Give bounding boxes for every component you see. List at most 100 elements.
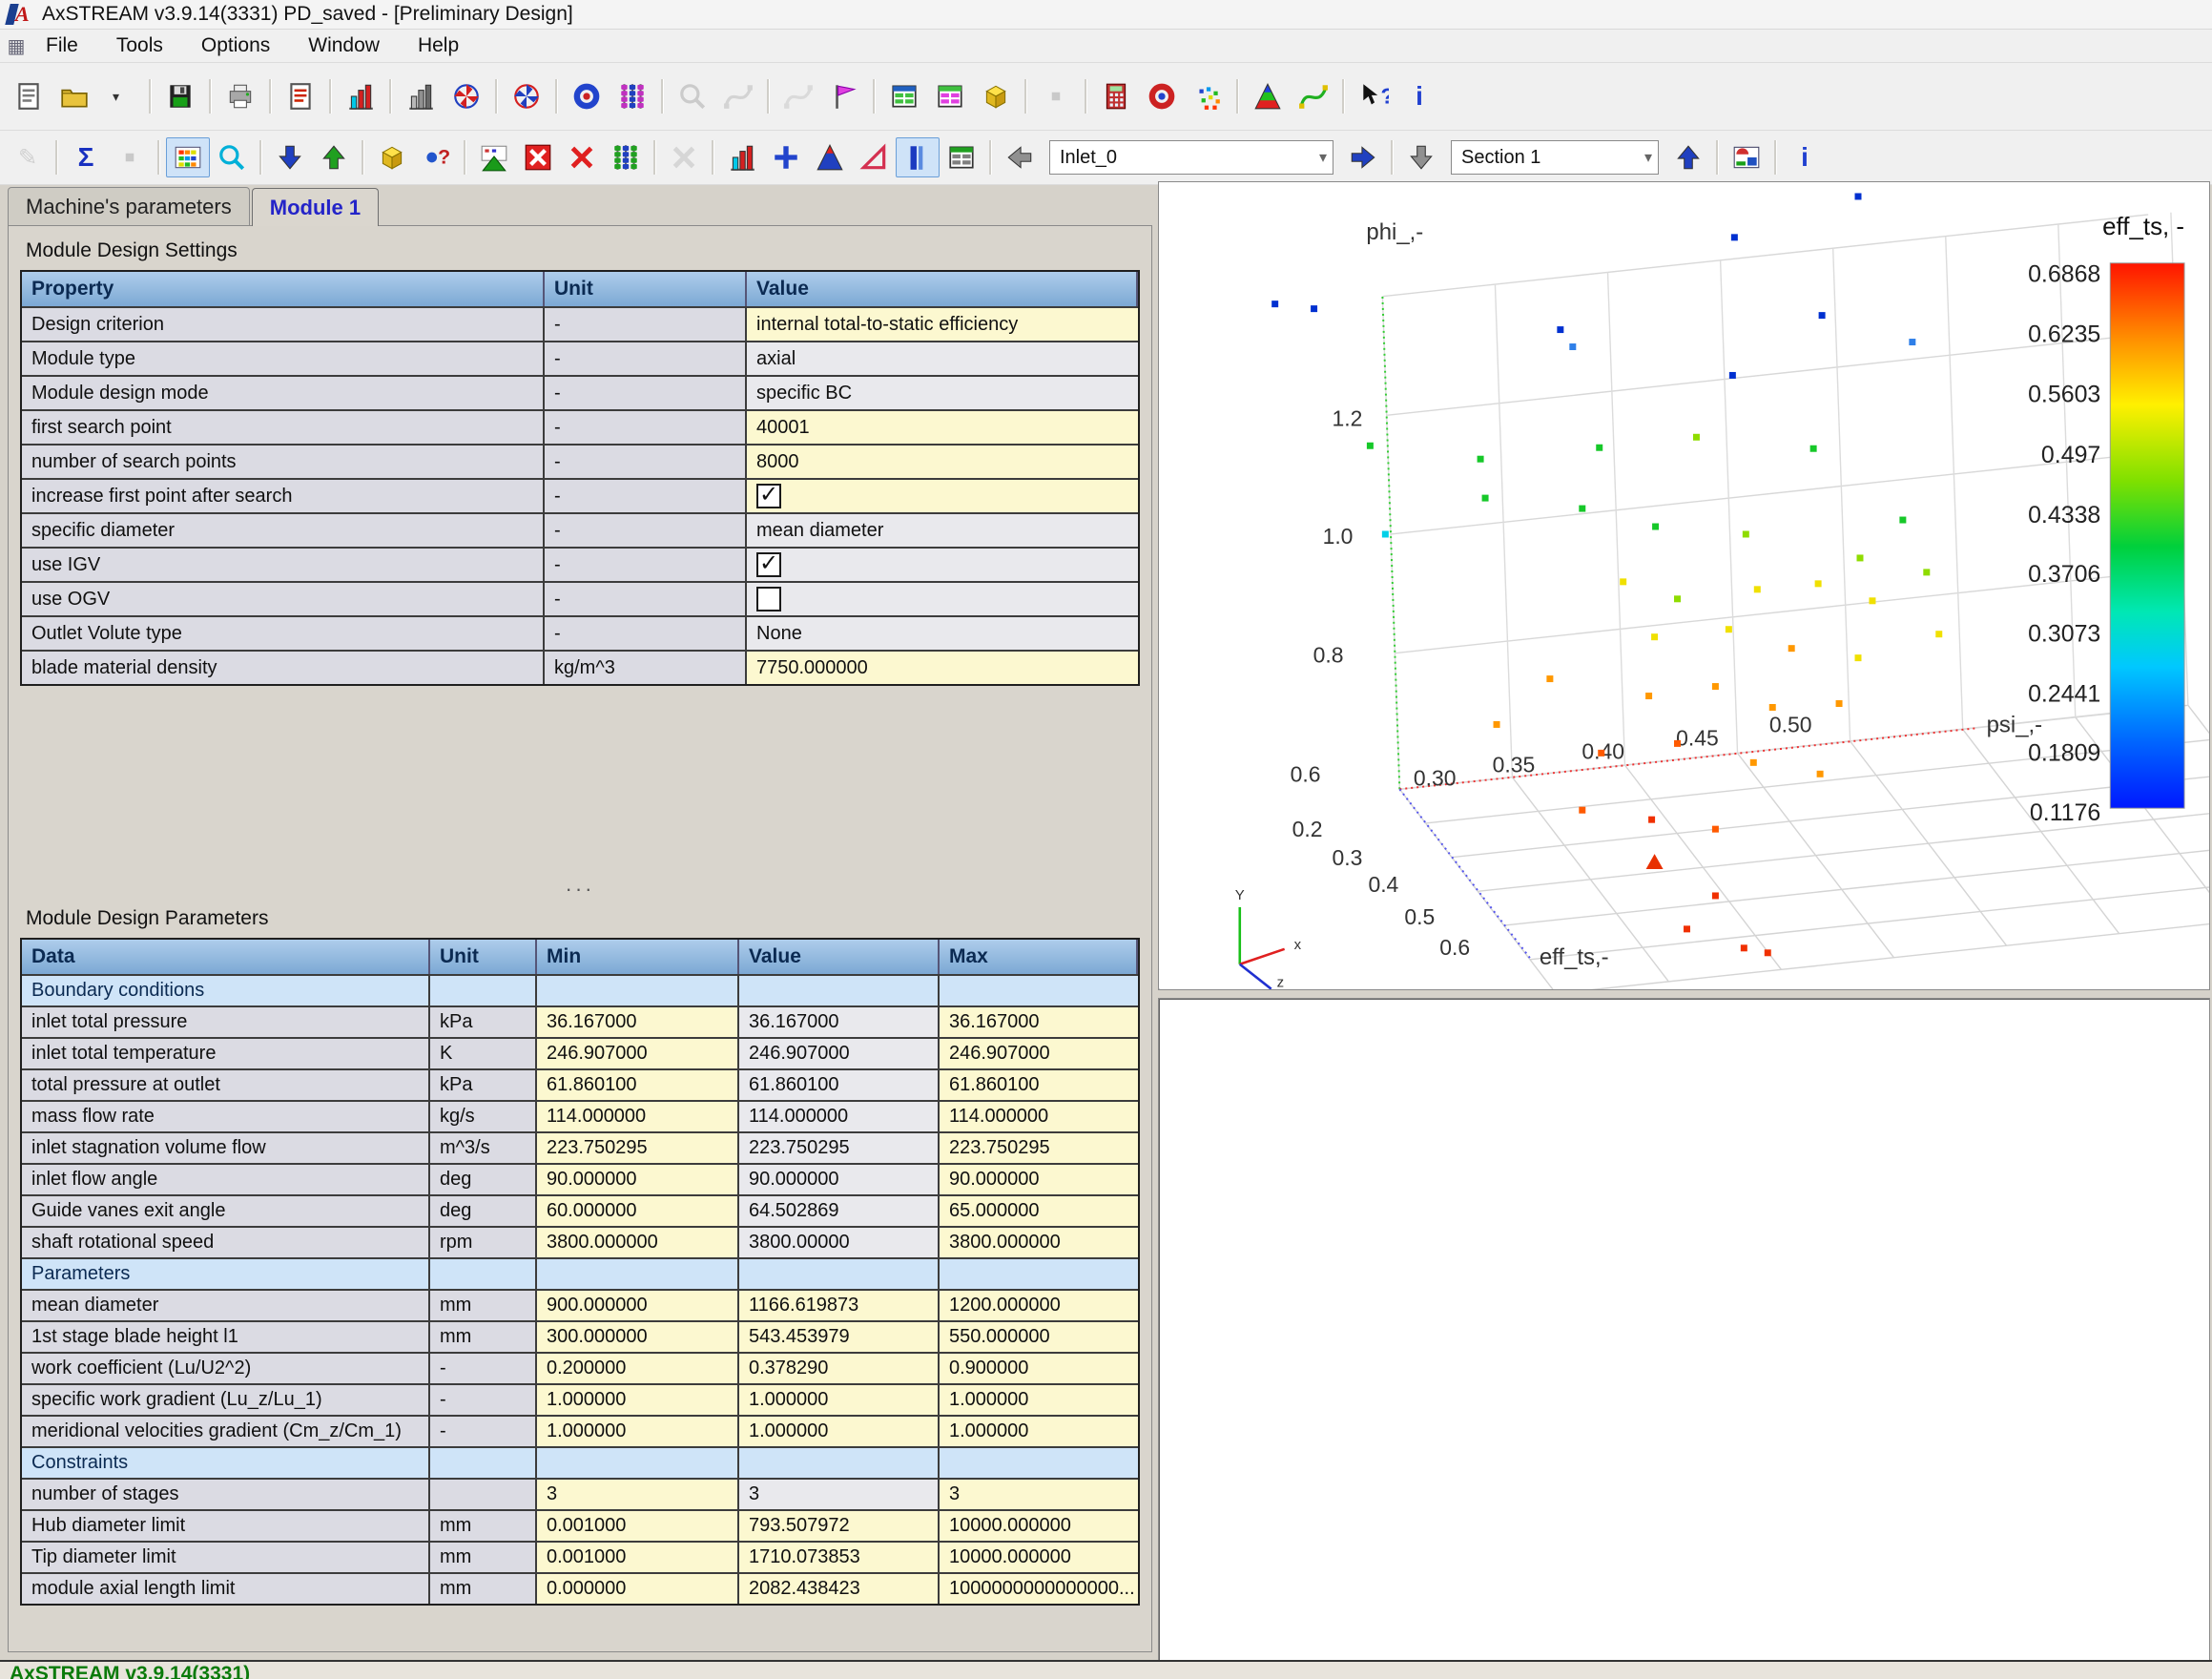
checkbox-checked[interactable]: [756, 552, 781, 577]
spline-curve-icon[interactable]: [1291, 74, 1336, 118]
min-cell[interactable]: 0.000000: [537, 1574, 739, 1604]
turbine-wheel-icon[interactable]: [444, 74, 489, 118]
value-cell[interactable]: specific BC: [747, 377, 1138, 409]
optimization-target-icon[interactable]: [564, 74, 610, 118]
context-help-icon[interactable]: ?: [1351, 74, 1396, 118]
nozzle-triangle-icon[interactable]: [1245, 74, 1291, 118]
value-cell[interactable]: 8000: [747, 446, 1138, 478]
max-cell[interactable]: 114.000000: [940, 1102, 1138, 1131]
solution-cube-icon[interactable]: [370, 137, 414, 177]
value-cell[interactable]: 1.000000: [739, 1385, 940, 1415]
min-cell[interactable]: 3: [537, 1480, 739, 1509]
min-cell[interactable]: 114.000000: [537, 1102, 739, 1131]
value-cell[interactable]: 793.507972: [739, 1511, 940, 1541]
grid-table-icon[interactable]: [940, 137, 983, 177]
results-table-icon[interactable]: [927, 74, 973, 118]
chart-small-icon[interactable]: [720, 137, 764, 177]
max-cell[interactable]: 550.000000: [940, 1322, 1138, 1352]
value-cell[interactable]: 40001: [747, 411, 1138, 444]
delete-solution-icon[interactable]: [560, 137, 604, 177]
print-icon[interactable]: [217, 74, 263, 118]
max-cell[interactable]: 61.860100: [940, 1070, 1138, 1100]
min-cell[interactable]: 90.000000: [537, 1165, 739, 1194]
zoom-preview-icon[interactable]: [210, 137, 254, 177]
value-cell[interactable]: internal total-to-static efficiency: [747, 308, 1138, 341]
min-cell[interactable]: 1.000000: [537, 1385, 739, 1415]
search-space-columns-icon[interactable]: [610, 74, 655, 118]
flag-icon[interactable]: [821, 74, 867, 118]
max-cell[interactable]: 1.000000: [940, 1385, 1138, 1415]
min-cell[interactable]: 1.000000: [537, 1417, 739, 1446]
design-space-map-icon[interactable]: [166, 137, 210, 177]
max-cell[interactable]: 223.750295: [940, 1133, 1138, 1163]
tab-module-1[interactable]: Module 1: [252, 188, 379, 226]
export-report-icon[interactable]: [278, 74, 323, 118]
snapshot-image-icon[interactable]: [1725, 137, 1768, 177]
min-cell[interactable]: 0.001000: [537, 1511, 739, 1541]
query-point-icon[interactable]: ?: [414, 137, 458, 177]
value-cell[interactable]: 64.502869: [739, 1196, 940, 1226]
max-cell[interactable]: 36.167000: [940, 1007, 1138, 1037]
min-cell[interactable]: 36.167000: [537, 1007, 739, 1037]
meanline-target-icon[interactable]: [1139, 74, 1185, 118]
checkbox-checked[interactable]: [756, 484, 781, 508]
value-cell[interactable]: axial: [747, 342, 1138, 375]
value-cell[interactable]: 114.000000: [739, 1102, 940, 1131]
checkbox-unchecked[interactable]: [756, 587, 781, 611]
value-cell[interactable]: 1.000000: [739, 1417, 940, 1446]
prev-section-icon[interactable]: [1399, 137, 1443, 177]
info2-icon[interactable]: i: [1783, 137, 1827, 177]
next-section-icon[interactable]: [1666, 137, 1710, 177]
move-up-solution-icon[interactable]: [312, 137, 356, 177]
min-cell[interactable]: 223.750295: [537, 1133, 739, 1163]
design-space-scatter-plot[interactable]: phi_,-psi_,-eff_ts,-1.21.00.80.60.300.35…: [1159, 182, 2209, 989]
value-cell[interactable]: 223.750295: [739, 1133, 940, 1163]
value-cell[interactable]: 1166.619873: [739, 1291, 940, 1320]
min-cell[interactable]: 60.000000: [537, 1196, 739, 1226]
tab-machine-s-parameters[interactable]: Machine's parameters: [8, 187, 250, 225]
bar-chart-icon[interactable]: [338, 74, 383, 118]
system-menu-icon[interactable]: ▦: [0, 34, 32, 58]
max-cell[interactable]: 1200.000000: [940, 1291, 1138, 1320]
stages-columns-icon[interactable]: [604, 137, 648, 177]
min-cell[interactable]: 0.001000: [537, 1543, 739, 1572]
min-cell[interactable]: 0.200000: [537, 1354, 739, 1383]
max-cell[interactable]: 3: [940, 1480, 1138, 1509]
value-cell[interactable]: 543.453979: [739, 1322, 940, 1352]
menu-file[interactable]: File: [32, 32, 103, 58]
menu-window[interactable]: Window: [295, 32, 404, 58]
min-cell[interactable]: 61.860100: [537, 1070, 739, 1100]
design-space-plot-panel[interactable]: phi_,-psi_,-eff_ts,-1.21.00.80.60.300.35…: [1158, 181, 2210, 990]
chevron-down-icon[interactable]: ▾: [1644, 148, 1652, 167]
expand-cross-icon[interactable]: [764, 137, 808, 177]
value-cell[interactable]: 90.000000: [739, 1165, 940, 1194]
delete-solution-boxed-icon[interactable]: [516, 137, 560, 177]
machine-3d-view-panel[interactable]: [1158, 998, 2210, 1663]
prev-boundary-icon[interactable]: [998, 137, 1042, 177]
value-cell[interactable]: 246.907000: [739, 1039, 940, 1068]
section-selector[interactable]: Section 1 ▾: [1451, 140, 1659, 175]
open-file-icon[interactable]: [52, 74, 97, 118]
value-cell[interactable]: mean diameter: [747, 514, 1138, 547]
max-cell[interactable]: 0.900000: [940, 1354, 1138, 1383]
value-cell[interactable]: None: [747, 617, 1138, 650]
calculator-icon[interactable]: [1093, 74, 1139, 118]
sum-sigma-icon[interactable]: Σ: [64, 137, 108, 177]
save-icon[interactable]: [157, 74, 203, 118]
mini-scatter-icon[interactable]: [1185, 74, 1230, 118]
value-cell[interactable]: 61.860100: [739, 1070, 940, 1100]
menu-options[interactable]: Options: [188, 32, 295, 58]
project-cube-icon[interactable]: [973, 74, 1019, 118]
plots-icon[interactable]: [881, 74, 927, 118]
blade-angles-icon[interactable]: [852, 137, 896, 177]
min-cell[interactable]: 3800.000000: [537, 1228, 739, 1257]
min-cell[interactable]: 246.907000: [537, 1039, 739, 1068]
3d-chart-icon[interactable]: [398, 74, 444, 118]
new-report-icon[interactable]: [6, 74, 52, 118]
move-down-solution-icon[interactable]: [268, 137, 312, 177]
value-cell[interactable]: 3: [739, 1480, 940, 1509]
max-cell[interactable]: 90.000000: [940, 1165, 1138, 1194]
max-cell[interactable]: 1.000000: [940, 1417, 1138, 1446]
chevron-down-icon[interactable]: ▾: [1319, 148, 1327, 167]
value-cell[interactable]: 36.167000: [739, 1007, 940, 1037]
